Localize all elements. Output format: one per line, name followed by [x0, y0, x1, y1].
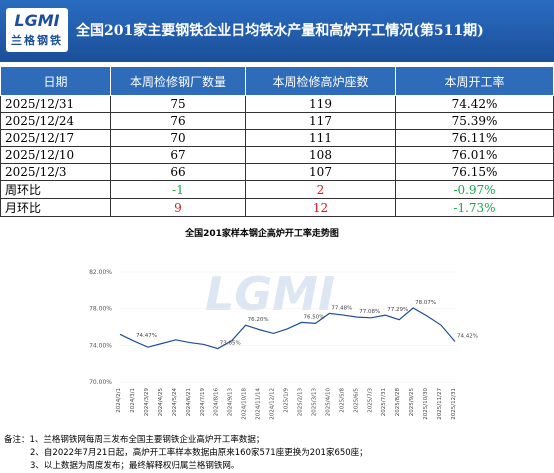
- x-tick-label: 2025/9/25: [409, 388, 415, 417]
- cell: 2025/12/10: [0, 146, 111, 164]
- column-header: 本周检修高炉座数: [245, 66, 396, 96]
- x-tick-label: 2024/5/24: [172, 388, 178, 417]
- value-label: 76.50%: [303, 314, 324, 320]
- logo-mark: LGMI: [14, 11, 60, 30]
- x-tick-label: 2024/8/16: [214, 388, 220, 417]
- column-header: 本周开工率: [395, 66, 554, 96]
- x-tick-label: 2025/11/27: [437, 388, 443, 420]
- notes: 备注：1、兰格钢铁网每周三发布全国主要钢铁企业高炉开工率数据； 2、自2022年…: [4, 434, 368, 473]
- x-tick-label: 2024/12/12: [270, 388, 276, 420]
- x-tick-label: 2025/5/8: [339, 388, 345, 413]
- cell: 2: [245, 180, 396, 199]
- logo-name: 兰格钢铁: [11, 34, 63, 47]
- value-label: 74.42%: [457, 333, 478, 339]
- cell: 66: [110, 163, 246, 181]
- x-tick-label: 2025/7/31: [381, 388, 387, 416]
- logo: LGMI 兰格钢铁: [6, 8, 68, 52]
- x-tick-label: 2024/2/1: [116, 388, 122, 413]
- value-label: 73.65%: [220, 341, 241, 347]
- x-tick-label: 2024/10/18: [242, 388, 248, 420]
- y-tick-label: 74.00%: [89, 342, 112, 349]
- cell: -1.73%: [395, 198, 554, 217]
- cell: 67: [110, 146, 246, 164]
- y-tick-label: 70.00%: [89, 379, 112, 386]
- x-tick-label: 2025/4/10: [325, 388, 331, 417]
- cell: 75.39%: [395, 112, 554, 130]
- title: 全国201家主要钢铁企业日均铁水产量和高炉开工情况(第511期): [76, 23, 484, 39]
- header: LGMI 兰格钢铁 全国201家主要钢铁企业日均铁水产量和高炉开工情况(第511期…: [0, 0, 554, 62]
- cell: 74.42%: [395, 95, 554, 113]
- x-tick-label: 2025/7/3: [367, 388, 373, 413]
- cell: 111: [245, 129, 396, 147]
- cell: 2025/12/31: [0, 95, 111, 113]
- line: [119, 307, 456, 350]
- x-tick-label: 2024/3/29: [144, 388, 150, 417]
- x-tick-label: 2024/3/1: [130, 388, 136, 413]
- y-tick-label: 82.00%: [89, 269, 112, 276]
- cell: 107: [245, 163, 396, 181]
- x-tick-label: 2024/11/14: [256, 388, 262, 420]
- x-tick-label: 2025/12/31: [451, 388, 457, 420]
- x-tick-label: 2024/6/21: [186, 388, 192, 416]
- x-tick-label: 2024/4/25: [158, 388, 164, 417]
- cell: 70: [110, 129, 246, 147]
- value-label: 77.29%: [387, 307, 408, 313]
- cell: -0.97%: [395, 180, 554, 199]
- value-label: 74.47%: [136, 333, 157, 339]
- y-tick-label: 78.00%: [89, 306, 112, 313]
- column-header: 日期: [0, 66, 111, 96]
- value-label: 77.48%: [331, 305, 352, 311]
- cell: 119: [245, 95, 396, 113]
- chart-title: 全国201家样本钢企高炉开工率走势图: [184, 227, 339, 239]
- cell: 9: [110, 198, 246, 217]
- cell: 2025/12/17: [0, 129, 111, 147]
- cell: 76.01%: [395, 146, 554, 164]
- cell: 76.11%: [395, 129, 554, 147]
- cell: 76: [110, 112, 246, 130]
- cell: -1: [110, 180, 246, 199]
- cell: 2025/12/3: [0, 163, 111, 181]
- x-tick-label: 2025/3/13: [311, 388, 317, 417]
- column-header: 本周检修钢厂数量: [110, 66, 246, 96]
- chart: 全国201家样本钢企高炉开工率走势图 LGMI 70.00% 74.00% 78.0…: [89, 227, 478, 420]
- cell: 12: [245, 198, 396, 217]
- cell: 2025/12/24: [0, 112, 111, 130]
- cell: 108: [245, 146, 396, 164]
- value-label: 77.08%: [359, 309, 380, 315]
- note: 2、自2022年7月21日起，高炉开工率样本数据由原来160家571座更换为20…: [30, 448, 368, 458]
- note: 3、以上数据为周度发布；最终解释权归属兰格钢铁网。: [30, 461, 240, 471]
- x-tick-label: 2025/10/30: [423, 388, 429, 420]
- data-table: 日期 本周检修钢厂数量 本周检修高炉座数 本周开工率 2025/12/31 75 119 7…: [0, 66, 554, 217]
- x-tick-label: 2024/7/19: [200, 388, 206, 417]
- x-tick-label: 2024/9/13: [228, 388, 234, 417]
- x-tick-label: 2025/8/28: [395, 388, 401, 417]
- note: 备注：1、兰格钢铁网每周三发布全国主要钢铁企业高炉开工率数据；: [4, 435, 265, 445]
- value-label: 78.07%: [415, 300, 436, 306]
- watermark: LGMI: [205, 267, 335, 321]
- cell: 117: [245, 112, 396, 130]
- x-tick-label: 2025/6/5: [353, 388, 359, 413]
- cell: 75: [110, 95, 246, 113]
- x-tick-label: 2025/2/13: [297, 388, 303, 417]
- value-label: 76.20%: [248, 317, 269, 323]
- cell: 周环比: [0, 180, 111, 199]
- x-tick-label: 2025/1/9: [284, 388, 290, 413]
- cell: 月环比: [0, 198, 111, 217]
- cell: 76.15%: [395, 163, 554, 181]
